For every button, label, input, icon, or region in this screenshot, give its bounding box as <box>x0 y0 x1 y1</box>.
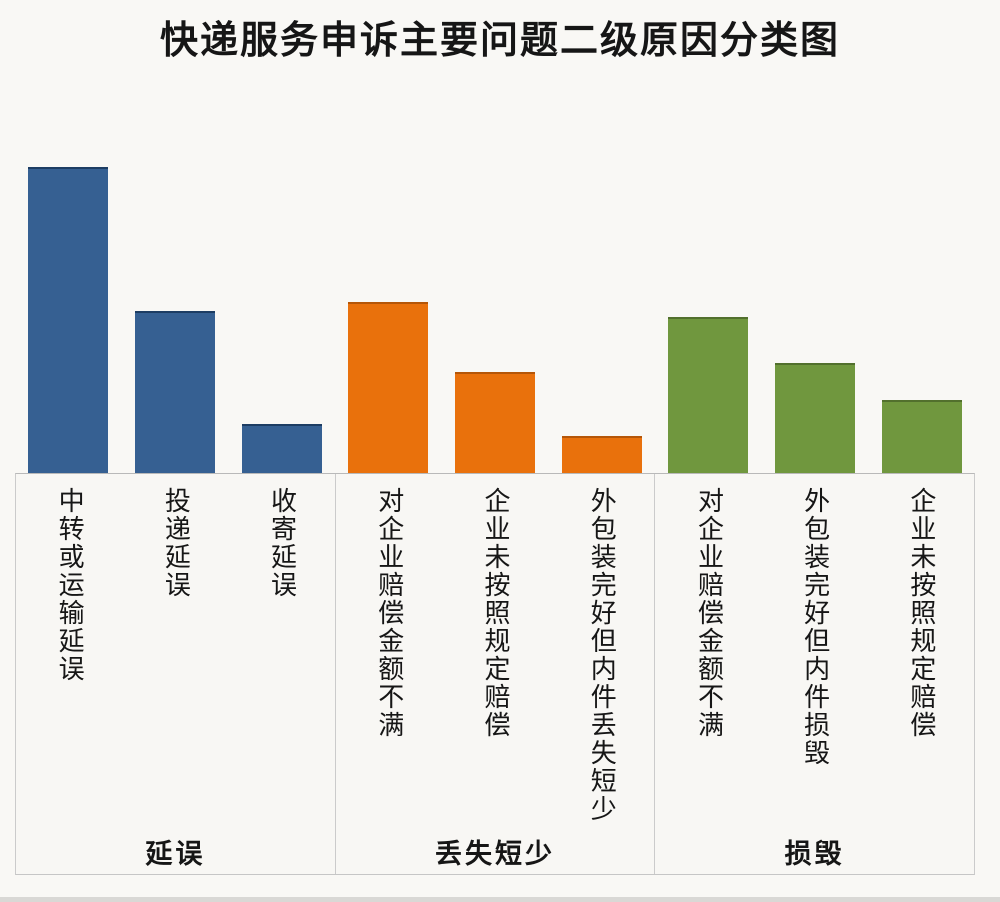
category-label: 外包装完好但内件损毁 <box>800 487 830 767</box>
group-label: 丢失短少 <box>435 839 555 870</box>
bar-group3-item2 <box>775 362 855 473</box>
bar-slot <box>762 80 869 473</box>
category-label: 对企业赔偿金额不满 <box>374 487 404 739</box>
leaf-label-row: 对企业赔偿金额不满 企业未按照规定赔偿 外包装完好但内件丢失短少 <box>336 474 655 829</box>
bottom-edge-strip <box>0 897 1000 902</box>
bar-group2-item3 <box>561 436 642 473</box>
bar-group3-item1 <box>668 316 749 473</box>
leaf-label-row: 中转或运输延误 投递延误 收寄延误 <box>16 474 335 829</box>
leaf-label-slot: 中转或运输延误 <box>16 487 122 829</box>
bottom-spacer <box>0 875 1000 897</box>
group-label: 延误 <box>145 839 206 870</box>
leaf-label-slot: 投递延误 <box>122 487 228 829</box>
group-label-row: 损毁 <box>655 829 974 874</box>
category-label: 企业未按照规定赔偿 <box>906 487 936 739</box>
bar-slot <box>335 80 442 473</box>
bar-group-3 <box>655 80 975 473</box>
bar-slot <box>655 80 762 473</box>
bar-slot <box>228 80 335 473</box>
bar-group-1 <box>15 80 335 473</box>
bar-group-2 <box>335 80 655 473</box>
bar-slot <box>868 80 975 473</box>
bar-slot <box>15 80 122 473</box>
group-label-row: 延误 <box>16 829 335 874</box>
axis-group-1: 中转或运输延误 投递延误 收寄延误延误 <box>16 474 336 874</box>
leaf-label-slot: 收寄延误 <box>228 487 334 829</box>
category-label: 企业未按照规定赔偿 <box>481 487 510 739</box>
title-row: 快递服务申诉主要问题二级原因分类图 <box>0 0 1000 80</box>
bar-group1-item1 <box>28 167 109 473</box>
bar-slot <box>122 80 229 473</box>
chart-area: 中转或运输延误 投递延误 收寄延误延误 对企业赔偿金额不满 企业未按照规定赔偿 外包装完好… <box>15 80 975 875</box>
category-label: 中转或运输延误 <box>55 487 85 683</box>
leaf-label-slot: 对企业赔偿金额不满 <box>655 487 761 829</box>
plot-area <box>15 80 975 473</box>
category-label: 投递延误 <box>161 487 191 599</box>
group-label-row: 丢失短少 <box>336 829 655 874</box>
bar-group1-item3 <box>241 424 322 473</box>
bar-slot <box>548 80 655 473</box>
leaf-label-slot: 对企业赔偿金额不满 <box>336 487 442 829</box>
axis-group-2: 对企业赔偿金额不满 企业未按照规定赔偿 外包装完好但内件丢失短少丢失短少 <box>336 474 656 874</box>
axis-group-3: 对企业赔偿金额不满 外包装完好但内件损毁 企业未按照规定赔偿损毁 <box>655 474 974 874</box>
leaf-label-slot: 外包装完好但内件损毁 <box>762 487 868 829</box>
leaf-label-slot: 外包装完好但内件丢失短少 <box>548 487 654 829</box>
chart-title: 快递服务申诉主要问题二级原因分类图 <box>159 20 840 62</box>
bar-group3-item3 <box>881 399 962 473</box>
category-axis: 中转或运输延误 投递延误 收寄延误延误 对企业赔偿金额不满 企业未按照规定赔偿 外包装完好… <box>15 473 975 875</box>
leaf-label-row: 对企业赔偿金额不满 外包装完好但内件损毁 企业未按照规定赔偿 <box>655 474 974 829</box>
category-label: 外包装完好但内件丢失短少 <box>587 487 617 823</box>
category-label: 对企业赔偿金额不满 <box>694 487 724 739</box>
leaf-label-slot: 企业未按照规定赔偿 <box>868 487 974 829</box>
group-label: 损毁 <box>784 839 845 870</box>
bar-group2-item1 <box>348 301 429 473</box>
bar-slot <box>442 80 549 473</box>
bar-group1-item2 <box>135 310 215 473</box>
category-label: 收寄延误 <box>267 487 297 599</box>
leaf-label-slot: 企业未按照规定赔偿 <box>442 487 548 829</box>
bar-group2-item2 <box>455 372 535 473</box>
